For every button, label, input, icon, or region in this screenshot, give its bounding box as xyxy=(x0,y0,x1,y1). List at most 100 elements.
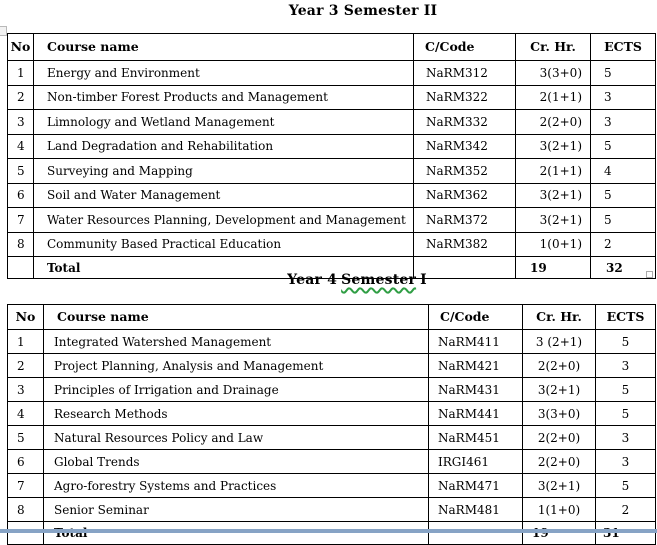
cell-course-name: Global Trends xyxy=(43,449,429,474)
table-row: 2 Project Planning, Analysis and Managem… xyxy=(7,353,656,378)
cell-course-name: Agro-forestry Systems and Practices xyxy=(43,473,429,498)
column-header-ccode: C/Code xyxy=(413,33,516,61)
cell-cr-hr: 3(3+0) xyxy=(515,60,591,86)
cell-no: 5 xyxy=(7,425,44,450)
cell-no: 7 xyxy=(7,473,44,498)
column-header-cr-hr: Cr. Hr. xyxy=(522,304,596,330)
cell-ects: 5 xyxy=(595,377,656,402)
cell-cr-hr: 3(3+0) xyxy=(522,401,596,426)
table-row: 7 Water Resources Planning, Development … xyxy=(7,207,656,233)
cell-no: 2 xyxy=(7,84,34,110)
cell-ccode: NaRM481 xyxy=(428,497,523,522)
cell-ects: 2 xyxy=(590,231,656,257)
cell-no: 2 xyxy=(7,353,44,378)
cell-ccode: NaRM312 xyxy=(413,60,516,86)
cell-ects: 5 xyxy=(590,60,656,86)
table-row: 2 Non-timber Forest Products and Managem… xyxy=(7,84,656,110)
cell-cr-hr: 2(1+1) xyxy=(515,84,591,110)
cell-ccode: NaRM372 xyxy=(413,207,516,233)
table-row: 8 Community Based Practical Education Na… xyxy=(7,231,656,257)
cell-ects: 5 xyxy=(590,207,656,233)
column-header-no: No xyxy=(7,304,44,330)
table-row: 6 Soil and Water Management NaRM362 3(2+… xyxy=(7,182,656,208)
cell-ects: 3 xyxy=(595,425,656,450)
cell-ccode-empty xyxy=(413,256,516,279)
cell-course-name: Senior Seminar xyxy=(43,497,429,522)
cell-ccode: NaRM411 xyxy=(428,329,523,354)
column-header-ects: ECTS xyxy=(595,304,656,330)
cell-ccode-empty xyxy=(428,521,523,545)
cell-course-name: Research Methods xyxy=(43,401,429,426)
cell-no-empty xyxy=(7,521,44,545)
cell-ccode: NaRM431 xyxy=(428,377,523,402)
cell-ccode: NaRM322 xyxy=(413,84,516,110)
cell-cr-hr: 3(2+1) xyxy=(522,473,596,498)
table-title-year3-sem2: Year 3 Semester II xyxy=(288,3,438,19)
cell-cr-hr: 3(2+1) xyxy=(522,377,596,402)
grammar-squiggle-word: Semester xyxy=(341,272,417,288)
title-suffix: I xyxy=(420,272,427,288)
cell-total-cr-hr: 19 xyxy=(515,256,591,279)
table-row: 1 Energy and Environment NaRM312 3(3+0) … xyxy=(7,60,656,86)
cell-cr-hr: 3 (2+1) xyxy=(522,329,596,354)
cell-ccode: NaRM451 xyxy=(428,425,523,450)
table-header-row: No Course name C/Code Cr. Hr. ECTS xyxy=(7,304,656,330)
cell-cr-hr: 3(2+1) xyxy=(515,182,591,208)
column-header-ects: ECTS xyxy=(590,33,656,61)
cell-total-label: Total xyxy=(33,256,414,279)
cell-no: 1 xyxy=(7,329,44,354)
cell-cr-hr: 2(2+0) xyxy=(522,425,596,450)
window-edge-line xyxy=(0,529,657,533)
cell-total-label: Total xyxy=(43,521,429,545)
cell-no: 3 xyxy=(7,109,34,135)
cell-cr-hr: 2(2+0) xyxy=(515,109,591,135)
cell-cr-hr: 1(0+1) xyxy=(515,231,591,257)
cell-ects: 4 xyxy=(590,158,656,184)
document-page: Year 3 Semester II No Course name C/Code… xyxy=(0,3,657,545)
cell-total-cr-hr: 19 xyxy=(522,521,596,545)
cell-no-empty xyxy=(7,256,34,279)
cell-course-name: Integrated Watershed Management xyxy=(43,329,429,354)
cell-cr-hr: 1(1+0) xyxy=(522,497,596,522)
cell-ects: 3 xyxy=(595,353,656,378)
cell-ects: 5 xyxy=(595,329,656,354)
cell-ects: 3 xyxy=(590,109,656,135)
cell-ccode: NaRM421 xyxy=(428,353,523,378)
cell-no: 7 xyxy=(7,207,34,233)
cell-no: 8 xyxy=(7,497,44,522)
column-header-ccode: C/Code xyxy=(428,304,523,330)
cell-course-name: Limnology and Wetland Management xyxy=(33,109,414,135)
cell-course-name: Land Degradation and Rehabilitation xyxy=(33,133,414,159)
table-row: 4 Land Degradation and Rehabilitation Na… xyxy=(7,133,656,159)
cell-total-ects: 32 xyxy=(590,256,656,279)
cell-no: 1 xyxy=(7,60,34,86)
cell-ects: 2 xyxy=(595,497,656,522)
table-row: 3 Principles of Irrigation and Drainage … xyxy=(7,377,656,402)
cell-ects: 3 xyxy=(595,449,656,474)
table-row: 5 Natural Resources Policy and Law NaRM4… xyxy=(7,425,656,450)
course-table-year3-sem2: No Course name C/Code Cr. Hr. ECTS 1 Ene… xyxy=(7,33,656,279)
cell-ccode: NaRM352 xyxy=(413,158,516,184)
cropped-handle-fragment xyxy=(0,26,7,36)
cell-ects: 5 xyxy=(595,473,656,498)
title-prefix: Year 4 xyxy=(287,272,338,288)
cell-ccode: NaRM382 xyxy=(413,231,516,257)
cell-no: 8 xyxy=(7,231,34,257)
table-total-row: Total 19 32 xyxy=(7,256,656,279)
cell-ects: 5 xyxy=(590,133,656,159)
table-title-year4-sem1: Year 4 Semester I xyxy=(287,272,427,288)
cell-no: 4 xyxy=(7,133,34,159)
column-header-course-name: Course name xyxy=(33,33,414,61)
cell-cr-hr: 2(1+1) xyxy=(515,158,591,184)
table-row: 7 Agro-forestry Systems and Practices Na… xyxy=(7,473,656,498)
cell-total-ects: 31 xyxy=(595,521,656,545)
cell-course-name: Principles of Irrigation and Drainage xyxy=(43,377,429,402)
cell-cr-hr: 2(2+0) xyxy=(522,353,596,378)
cell-course-name: Community Based Practical Education xyxy=(33,231,414,257)
table-row: 5 Surveying and Mapping NaRM352 2(1+1) 4 xyxy=(7,158,656,184)
cell-ccode: NaRM362 xyxy=(413,182,516,208)
cell-no: 6 xyxy=(7,449,44,474)
cell-ccode: NaRM332 xyxy=(413,109,516,135)
cell-cr-hr: 3(2+1) xyxy=(515,133,591,159)
table-row: 6 Global Trends IRGI461 2(2+0) 3 xyxy=(7,449,656,474)
